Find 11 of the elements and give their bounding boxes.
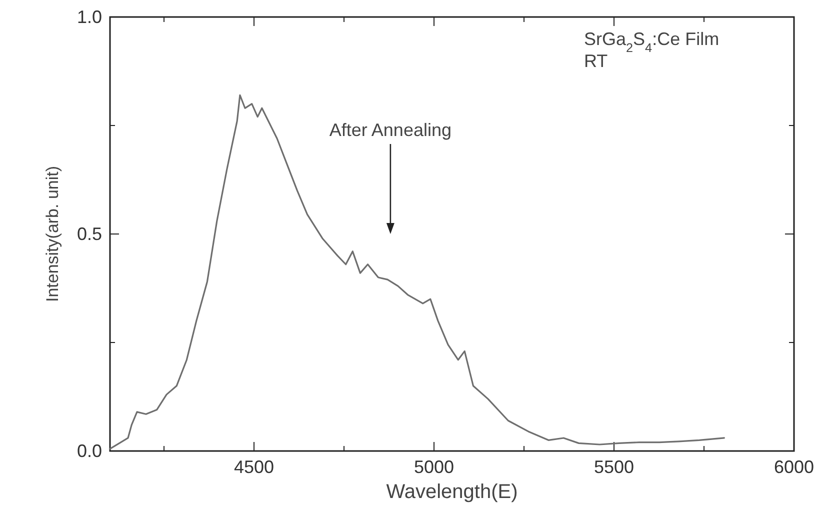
- x-tick-label: 6000: [774, 457, 814, 477]
- y-axis-title: Intensity(arb. unit): [43, 166, 62, 302]
- annotation: After Annealing: [329, 120, 452, 140]
- x-tick-label: 5500: [594, 457, 634, 477]
- y-tick-label: 0.0: [76, 441, 102, 461]
- x-tick-label: 5000: [414, 457, 454, 477]
- x-axis-title: Wavelength(E): [386, 481, 518, 503]
- x-tick-label: 4500: [234, 457, 274, 477]
- line-series: [109, 94, 725, 450]
- y-tick-label: 1.0: [76, 7, 102, 27]
- y-tick-label: 0.5: [76, 224, 102, 244]
